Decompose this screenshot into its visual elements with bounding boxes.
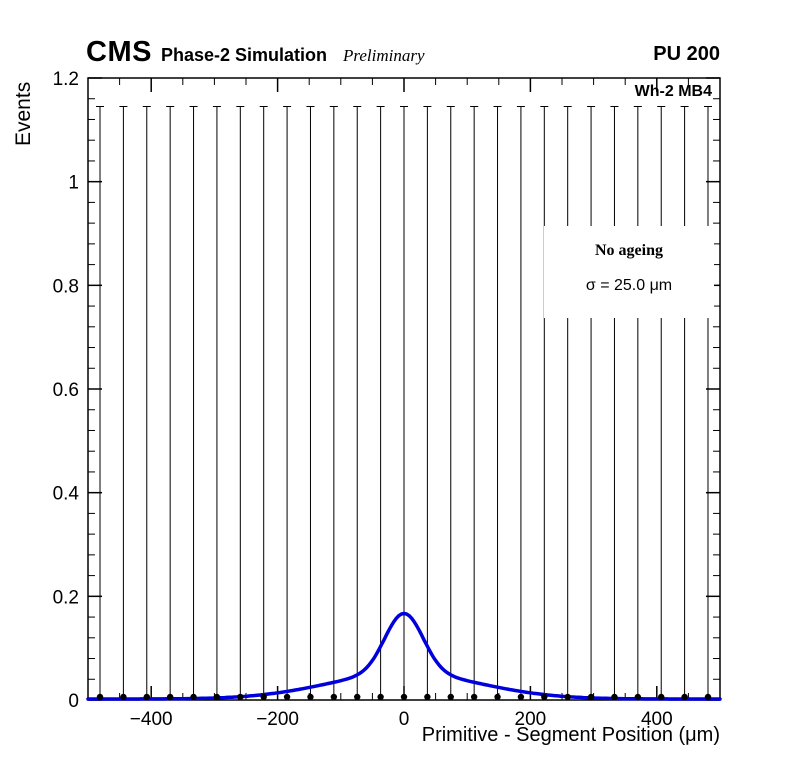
data-marker <box>704 693 712 701</box>
data-marker <box>658 693 665 701</box>
y-axis-title: Events <box>12 81 35 146</box>
data-marker <box>587 693 595 701</box>
header: CMS Phase-2 Simulation Preliminary <box>86 36 425 69</box>
y-tick-label: 0.4 <box>53 484 80 505</box>
data-marker <box>190 693 197 701</box>
data-marker <box>494 693 501 701</box>
data-marker <box>611 693 618 701</box>
data-marker <box>143 693 150 701</box>
data-marker <box>541 693 548 701</box>
data-marker <box>681 693 688 701</box>
x-axis-title: Primitive - Segment Position (μm) <box>421 724 720 746</box>
data-marker <box>517 693 525 701</box>
y-tick-label: 0.6 <box>53 380 79 401</box>
annotation-box: No ageing σ = 25.0 μm <box>544 226 714 318</box>
x-tick-label: 200 <box>515 709 547 730</box>
data-marker <box>470 693 478 701</box>
ageing-annotation: No ageing <box>595 242 663 259</box>
data-marker <box>283 693 291 701</box>
data-marker <box>634 693 642 701</box>
data-marker <box>564 693 571 701</box>
y-tick-label: 0.2 <box>53 587 79 608</box>
data-marker <box>213 693 221 701</box>
x-tick-label: −400 <box>130 709 173 730</box>
data-marker <box>330 693 338 701</box>
data-marker <box>166 693 174 701</box>
data-marker <box>307 693 314 701</box>
preliminary-label: Preliminary <box>343 46 425 65</box>
x-tick-label: 400 <box>641 709 673 730</box>
data-marker <box>120 693 127 701</box>
y-tick-label: 1 <box>68 173 79 194</box>
data-marker <box>260 693 267 701</box>
pileup-label: PU 200 <box>653 43 720 65</box>
sigma-annotation: σ = 25.0 μm <box>585 277 673 294</box>
x-tick-label: −200 <box>256 709 299 730</box>
chamber-label: Wh-2 MB4 <box>634 83 712 100</box>
cms-label: CMS <box>86 36 152 68</box>
data-marker <box>354 693 361 701</box>
data-marker <box>424 693 431 701</box>
x-tick-label: 0 <box>399 709 410 730</box>
y-tick-label: 0 <box>68 691 79 712</box>
y-tick-label: 0.8 <box>53 276 79 297</box>
data-marker <box>237 693 244 701</box>
data-marker <box>400 693 408 701</box>
data-marker <box>447 693 454 701</box>
data-marker <box>377 693 384 701</box>
data-marker <box>96 693 104 701</box>
y-tick-label: 1.2 <box>53 69 79 90</box>
simulation-label: Phase-2 Simulation <box>160 45 327 65</box>
